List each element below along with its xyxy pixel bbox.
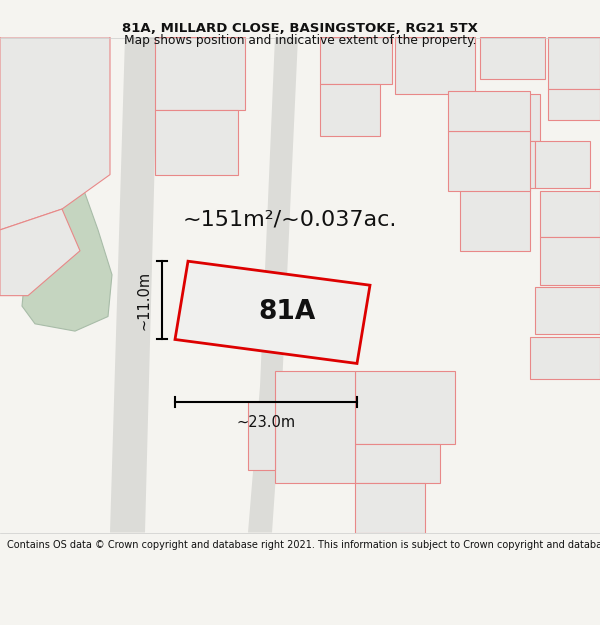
Polygon shape [0,37,110,230]
Text: Contains OS data © Crown copyright and database right 2021. This information is : Contains OS data © Crown copyright and d… [7,540,600,550]
Polygon shape [320,84,380,136]
Polygon shape [475,141,535,188]
Polygon shape [110,37,158,532]
Polygon shape [175,261,370,364]
Polygon shape [548,89,600,121]
Polygon shape [448,131,530,191]
Polygon shape [248,402,275,470]
Polygon shape [155,110,238,174]
Text: ~151m²/~0.037ac.: ~151m²/~0.037ac. [183,209,397,229]
Polygon shape [0,37,112,331]
Text: ~11.0m: ~11.0m [137,271,151,330]
Polygon shape [460,188,530,251]
Polygon shape [535,288,600,334]
Polygon shape [540,238,600,285]
Polygon shape [448,91,530,131]
Text: 81A, MILLARD CLOSE, BASINGSTOKE, RG21 5TX: 81A, MILLARD CLOSE, BASINGSTOKE, RG21 5T… [122,22,478,36]
Polygon shape [355,444,440,484]
Polygon shape [548,37,600,89]
Polygon shape [355,371,455,444]
Polygon shape [530,338,600,379]
Polygon shape [535,141,590,188]
Polygon shape [355,484,425,532]
Polygon shape [475,94,540,141]
Text: ~23.0m: ~23.0m [236,416,296,431]
Text: 81A: 81A [259,299,316,326]
Polygon shape [275,371,355,484]
Text: Map shows position and indicative extent of the property.: Map shows position and indicative extent… [124,34,476,47]
Polygon shape [540,191,600,238]
Polygon shape [480,37,545,79]
Polygon shape [155,37,245,110]
Polygon shape [320,37,392,84]
Polygon shape [0,209,80,296]
Polygon shape [395,37,475,94]
Polygon shape [248,37,298,532]
